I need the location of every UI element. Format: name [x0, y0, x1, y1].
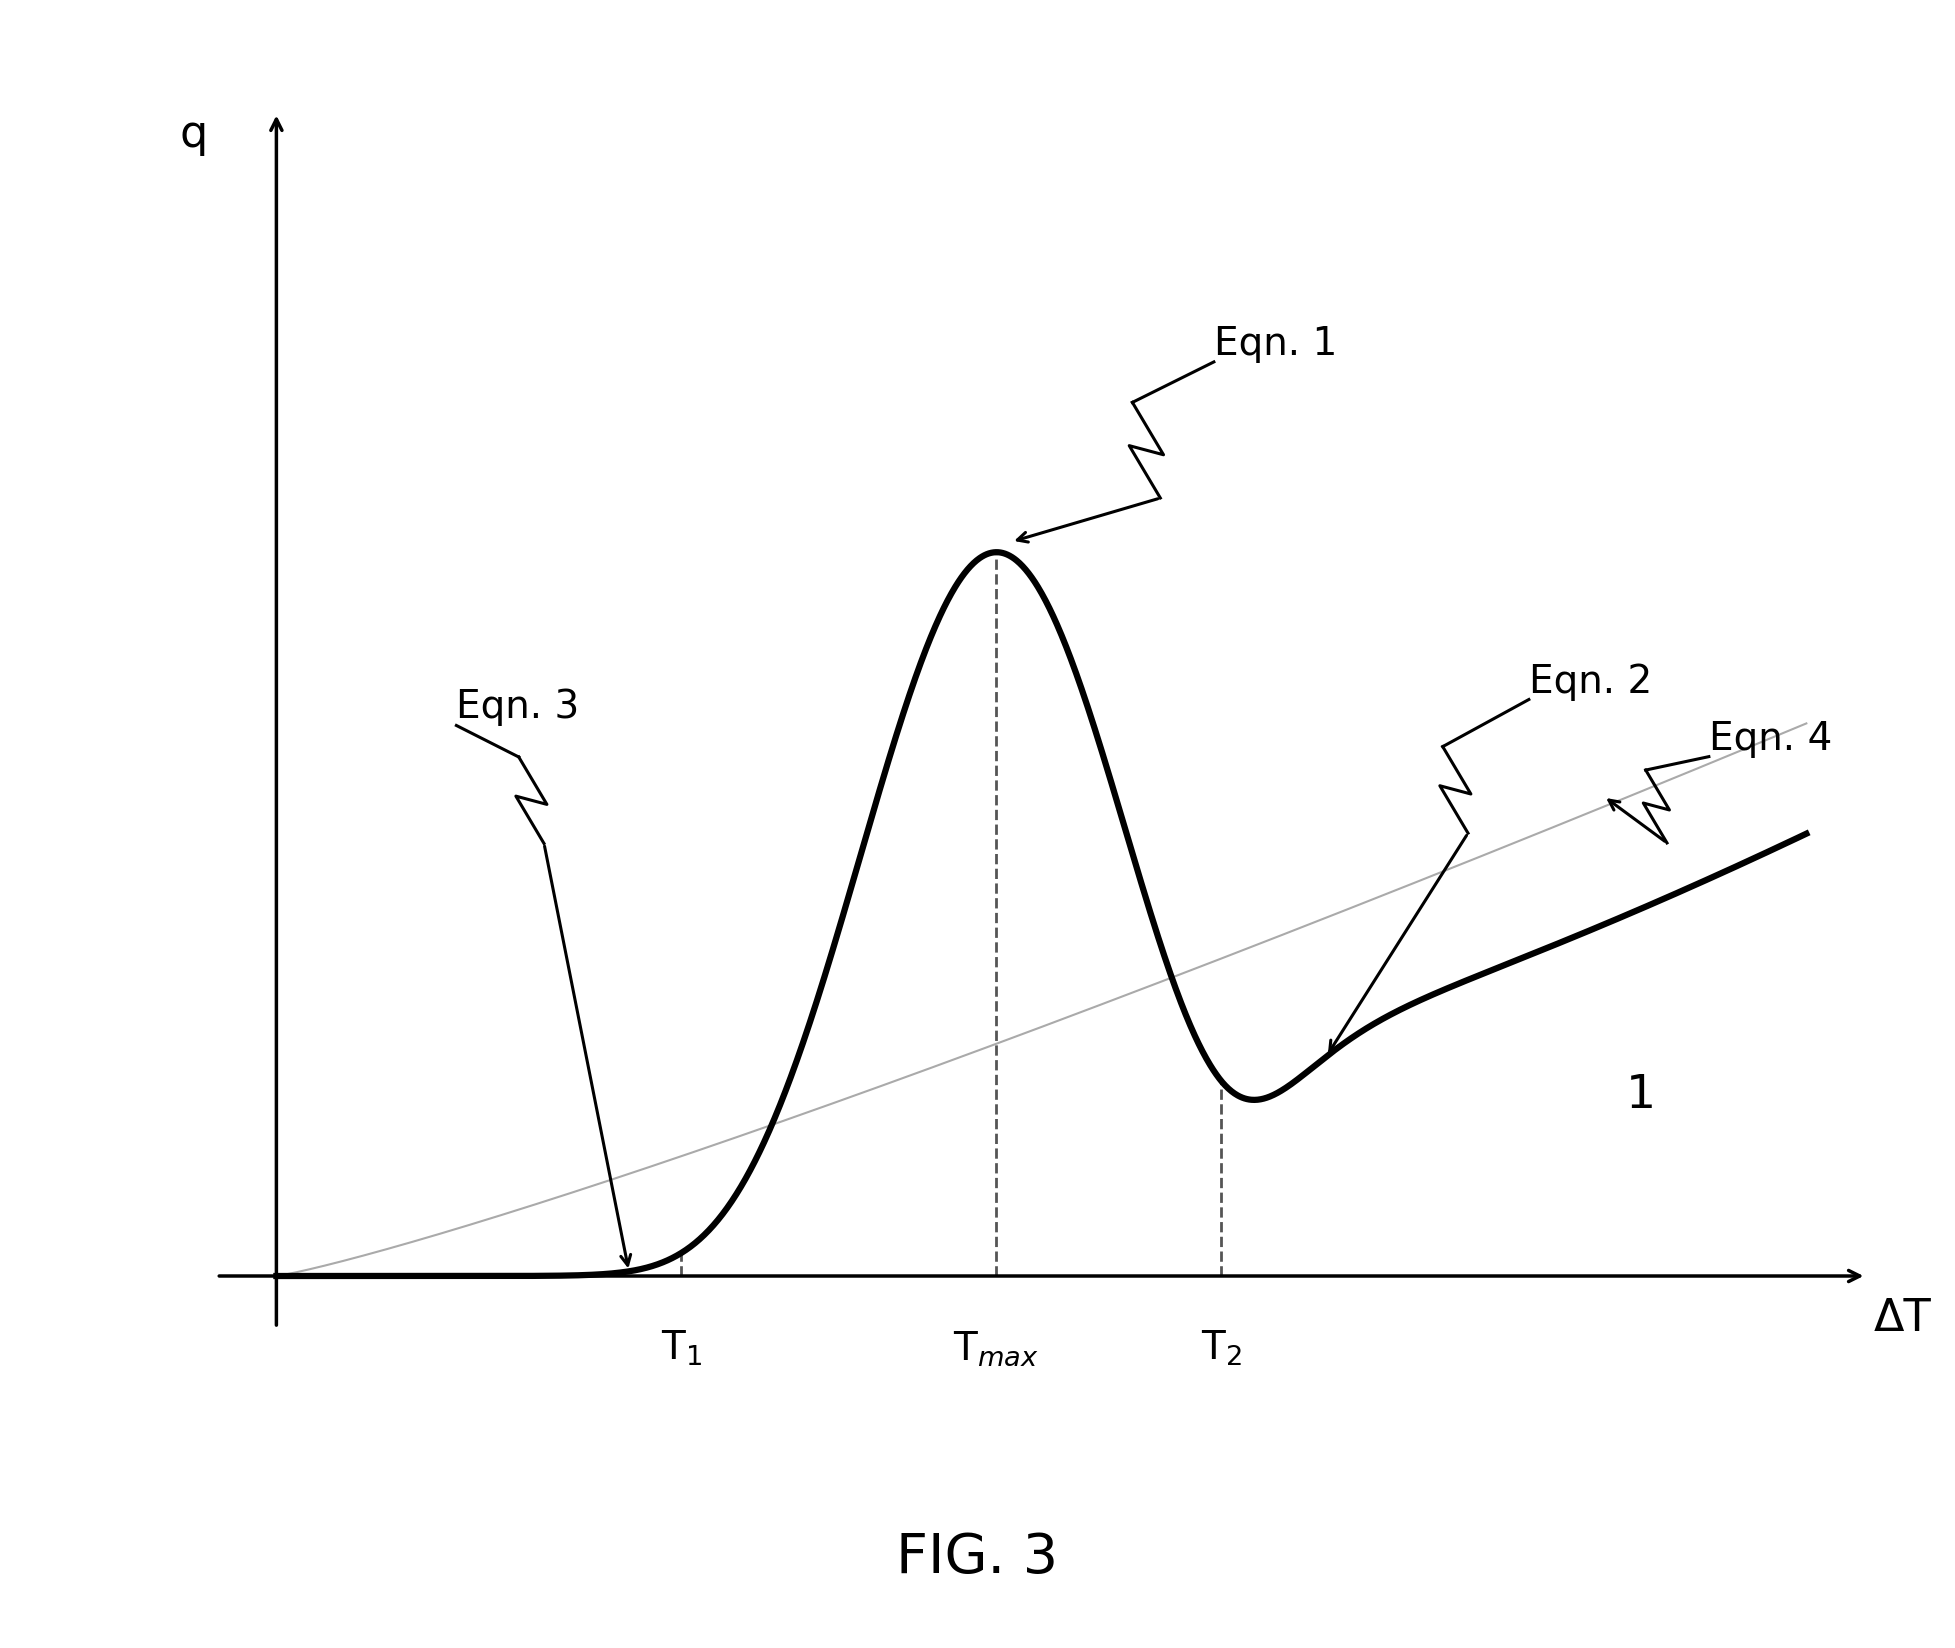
Text: T$_2$: T$_2$	[1200, 1328, 1241, 1368]
Text: Eqn. 3: Eqn. 3	[456, 689, 579, 727]
Text: Eqn. 2: Eqn. 2	[1529, 662, 1652, 700]
Text: T$_{max}$: T$_{max}$	[954, 1328, 1040, 1366]
Text: ΔT: ΔT	[1873, 1297, 1932, 1340]
Text: T$_1$: T$_1$	[661, 1328, 702, 1368]
Text: q: q	[180, 112, 207, 157]
Text: FIG. 3: FIG. 3	[897, 1531, 1058, 1584]
Text: Eqn. 4: Eqn. 4	[1709, 719, 1832, 756]
Text: Eqn. 1: Eqn. 1	[1214, 325, 1337, 363]
Text: 1: 1	[1627, 1073, 1656, 1117]
